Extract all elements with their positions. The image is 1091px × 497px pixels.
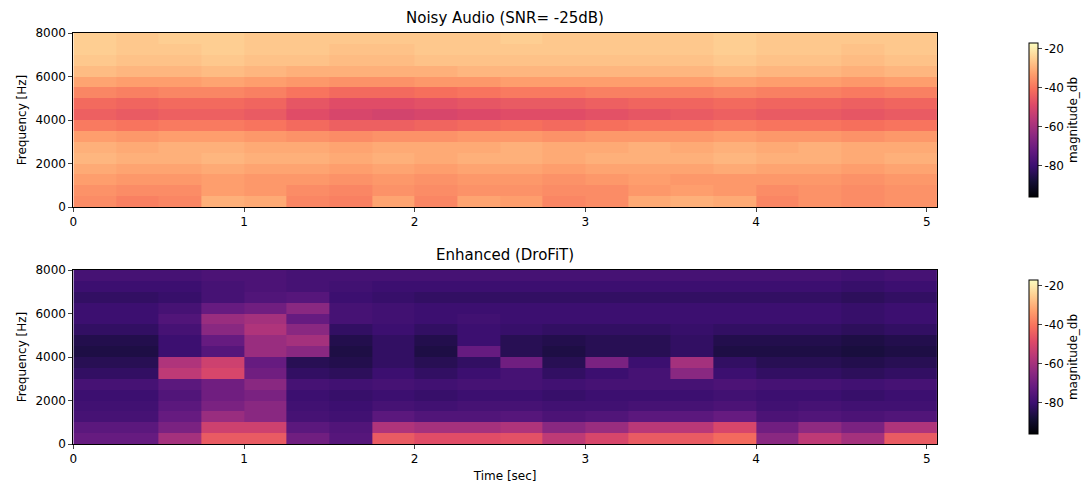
svg-text:Enhanced (DroFiT): Enhanced (DroFiT): [436, 246, 574, 264]
svg-text:2: 2: [411, 215, 419, 229]
svg-text:6000: 6000: [35, 70, 66, 84]
svg-text:magnitude_db: magnitude_db: [1066, 314, 1080, 400]
svg-text:-80: -80: [1044, 159, 1064, 173]
svg-text:Frequency [Hz]: Frequency [Hz]: [15, 75, 29, 166]
svg-text:5: 5: [923, 452, 931, 466]
svg-text:Noisy Audio (SNR= -25dB): Noisy Audio (SNR= -25dB): [406, 9, 604, 27]
svg-text:-80: -80: [1044, 396, 1064, 410]
svg-text:3: 3: [582, 215, 590, 229]
svg-text:4000: 4000: [35, 350, 66, 364]
svg-text:-60: -60: [1044, 357, 1064, 371]
svg-text:0: 0: [58, 200, 66, 214]
svg-text:1: 1: [240, 215, 248, 229]
svg-text:8000: 8000: [35, 263, 66, 277]
svg-text:0: 0: [70, 452, 78, 466]
svg-text:0: 0: [70, 215, 78, 229]
svg-text:5: 5: [923, 215, 931, 229]
svg-text:-20: -20: [1044, 42, 1064, 56]
svg-text:4: 4: [752, 215, 760, 229]
svg-text:Time [sec]: Time [sec]: [473, 469, 537, 483]
svg-text:-20: -20: [1044, 279, 1064, 293]
svg-text:magnitude_db: magnitude_db: [1066, 77, 1080, 163]
svg-text:-40: -40: [1044, 81, 1064, 95]
svg-text:-40: -40: [1044, 318, 1064, 332]
svg-text:4: 4: [752, 452, 760, 466]
svg-text:2000: 2000: [35, 157, 66, 171]
svg-text:3: 3: [582, 452, 590, 466]
svg-text:4000: 4000: [35, 113, 66, 127]
svg-text:6000: 6000: [35, 307, 66, 321]
svg-text:2000: 2000: [35, 394, 66, 408]
svg-text:-60: -60: [1044, 120, 1064, 134]
svg-text:2: 2: [411, 452, 419, 466]
svg-text:0: 0: [58, 437, 66, 451]
svg-text:8000: 8000: [35, 26, 66, 40]
svg-text:Frequency [Hz]: Frequency [Hz]: [15, 312, 29, 403]
svg-text:1: 1: [240, 452, 248, 466]
